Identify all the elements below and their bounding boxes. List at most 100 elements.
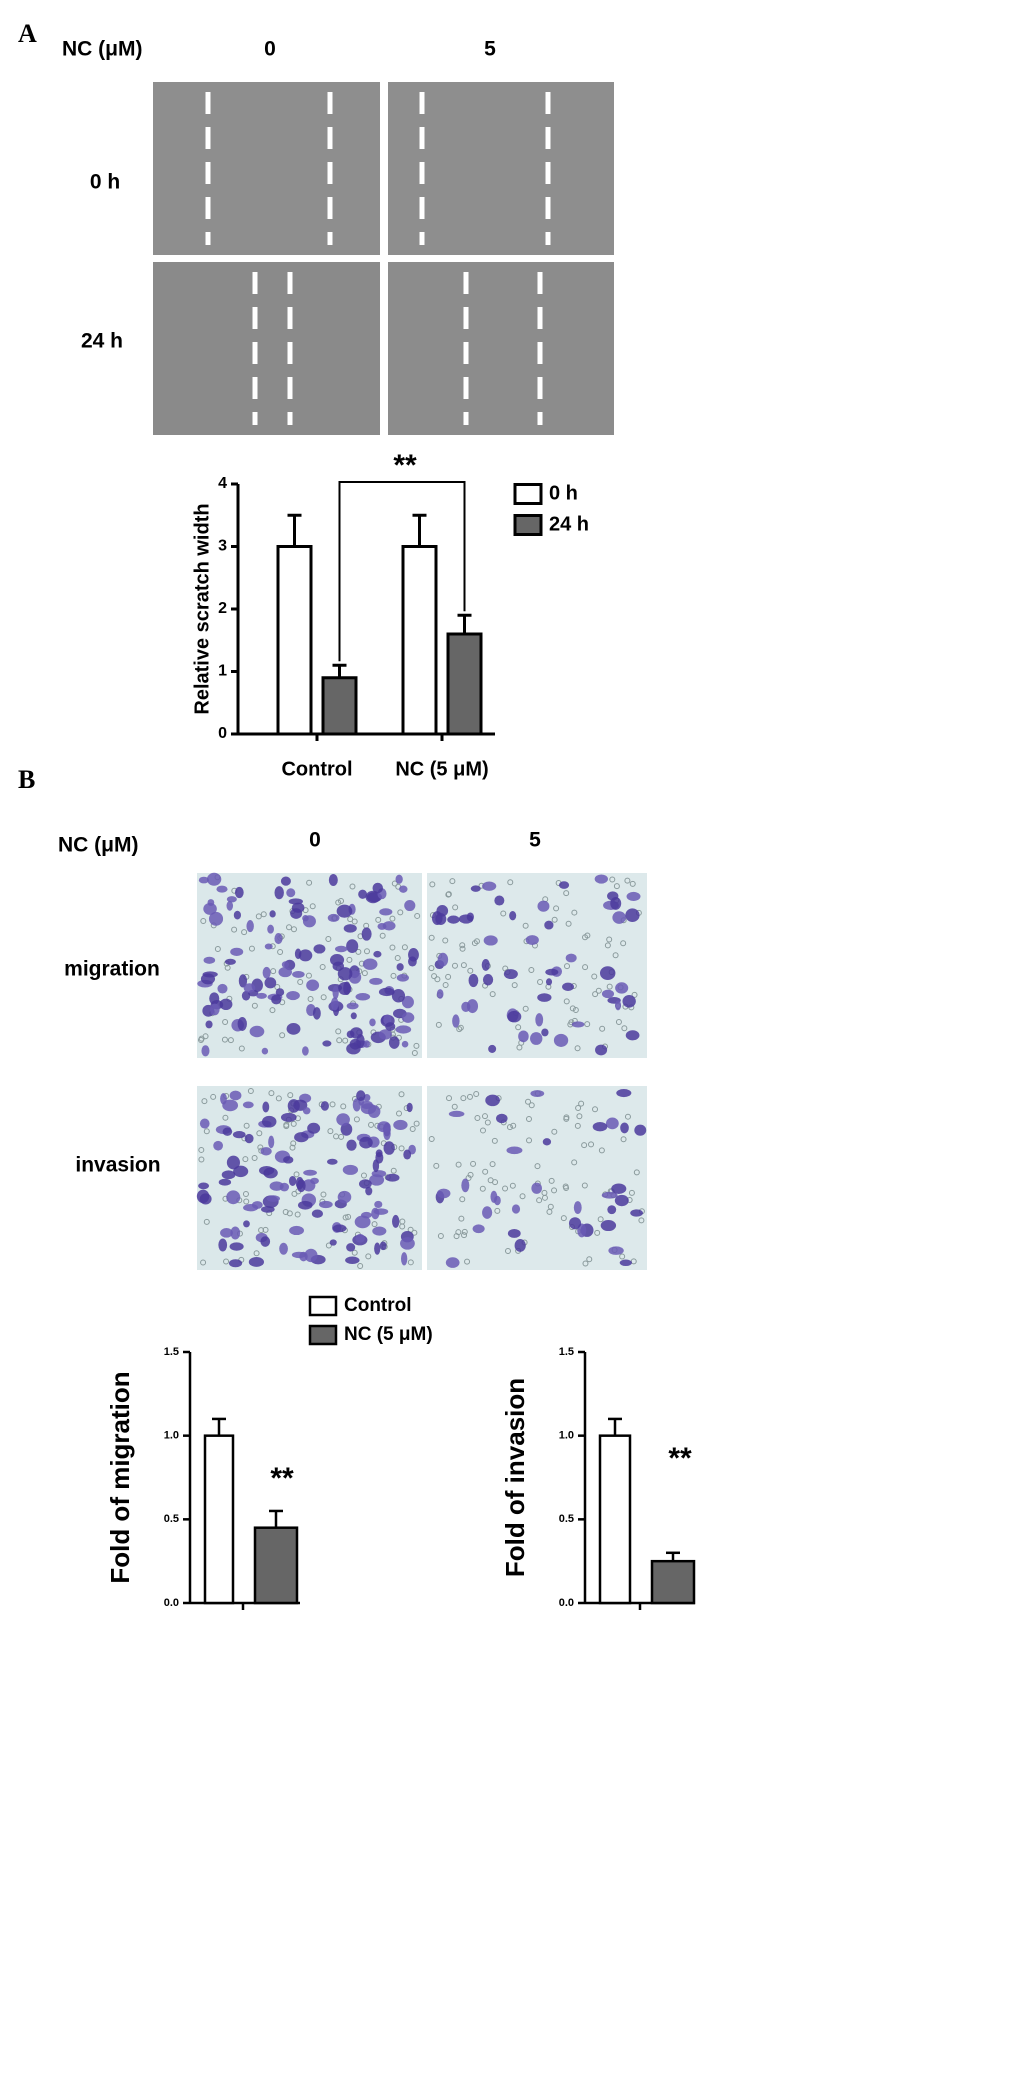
cell xyxy=(372,1159,380,1173)
cell xyxy=(230,1226,241,1240)
pore xyxy=(329,1101,336,1108)
cell xyxy=(374,1200,383,1209)
cell xyxy=(363,1040,371,1048)
pore xyxy=(592,991,599,998)
pore xyxy=(379,932,386,939)
micrograph xyxy=(388,262,614,435)
legend-swatch xyxy=(308,1324,338,1346)
micrograph xyxy=(427,1086,647,1270)
pore xyxy=(371,1221,378,1228)
cell xyxy=(283,1156,294,1164)
cell xyxy=(281,961,290,968)
pore xyxy=(638,1217,645,1224)
pore xyxy=(338,897,345,904)
cell xyxy=(350,1012,357,1020)
annotation: ** xyxy=(393,449,417,482)
pore xyxy=(563,1114,570,1121)
cell xyxy=(318,1200,333,1209)
column-header: NC (μM) xyxy=(58,834,139,857)
cell xyxy=(279,1182,290,1192)
pore xyxy=(578,1100,585,1107)
pore xyxy=(467,1171,474,1178)
cell xyxy=(614,1194,629,1207)
pore xyxy=(592,1106,599,1113)
cell xyxy=(601,1191,618,1199)
cell xyxy=(292,971,305,978)
cell xyxy=(278,967,292,978)
pore xyxy=(290,1140,297,1147)
pore xyxy=(349,883,356,890)
cell xyxy=(481,958,490,971)
cell xyxy=(507,1229,521,1238)
pore xyxy=(459,942,466,949)
cell xyxy=(280,1112,297,1122)
bar xyxy=(401,545,438,736)
pore xyxy=(597,1216,604,1223)
y-tick-label: 3 xyxy=(218,538,227,555)
pore xyxy=(345,1213,352,1220)
pore xyxy=(621,1025,628,1032)
cell xyxy=(541,1028,549,1037)
pore xyxy=(459,1196,466,1203)
cell xyxy=(378,1029,392,1040)
cell xyxy=(288,1175,297,1186)
y-tick-label: 0.0 xyxy=(559,1597,574,1609)
cell xyxy=(493,1195,501,1206)
cell xyxy=(599,966,616,980)
pore xyxy=(325,936,332,943)
cell xyxy=(264,943,273,950)
pore xyxy=(203,1218,210,1225)
pore xyxy=(262,1226,269,1233)
cell xyxy=(216,885,228,893)
pore xyxy=(428,965,435,972)
pore xyxy=(227,1037,234,1044)
pore xyxy=(474,1115,481,1122)
cell xyxy=(224,958,236,965)
pore xyxy=(548,1177,555,1184)
cell xyxy=(616,1089,632,1098)
pore xyxy=(320,1191,327,1198)
pore xyxy=(522,922,529,929)
cell xyxy=(358,889,368,899)
pore xyxy=(270,968,277,975)
pore xyxy=(591,973,598,980)
cell xyxy=(233,910,241,920)
cell xyxy=(346,1002,359,1010)
cell xyxy=(217,983,228,994)
pore xyxy=(500,910,507,917)
pore xyxy=(604,942,611,949)
pore xyxy=(398,1091,405,1098)
bar xyxy=(446,632,483,736)
cell xyxy=(310,1177,319,1185)
pore xyxy=(551,1187,558,1194)
pore xyxy=(515,1024,522,1031)
pore xyxy=(609,876,616,883)
pore xyxy=(507,879,514,886)
bar xyxy=(253,1526,299,1605)
cell xyxy=(369,977,383,985)
pore xyxy=(286,924,293,931)
cell xyxy=(482,881,497,891)
cell xyxy=(320,1101,329,1111)
cell xyxy=(385,1173,400,1182)
cell xyxy=(327,913,340,922)
cell xyxy=(553,1033,569,1047)
cell xyxy=(622,995,636,1008)
scratch-images xyxy=(153,82,614,435)
cell xyxy=(362,958,378,970)
pore xyxy=(595,987,602,994)
pore xyxy=(575,1105,582,1112)
cell xyxy=(391,989,406,1003)
pore xyxy=(574,1122,581,1129)
y-axis-label: Fold of migration xyxy=(105,1371,135,1583)
pore xyxy=(431,973,438,980)
cell xyxy=(275,988,285,997)
panel-letter: B xyxy=(18,765,35,794)
cell xyxy=(243,983,256,993)
cell xyxy=(238,974,248,988)
cell xyxy=(542,1138,552,1146)
cell xyxy=(233,1165,249,1178)
cell xyxy=(395,1025,412,1034)
cell xyxy=(249,1025,265,1038)
pore xyxy=(347,916,354,923)
